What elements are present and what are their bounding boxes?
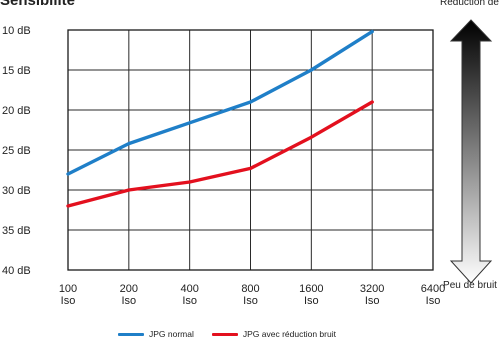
y-tick-label: 15 dB [2, 65, 31, 77]
legend-label-jpg-normal: JPG normal [149, 329, 194, 339]
x-tick-label: 200 Iso [120, 283, 138, 307]
x-tick-label: 400 Iso [180, 283, 198, 307]
x-tick-label: 1600 Iso [299, 283, 323, 307]
legend-swatch-jpg-normal [118, 332, 144, 336]
legend-label-jpg-noise-reduction: JPG avec réduction bruit [242, 329, 336, 339]
y-tick-label: 25 dB [2, 145, 31, 157]
chart-grid [67, 29, 434, 271]
x-tick-label: 3200 Iso [360, 283, 384, 307]
noise-scale-arrow-icon [449, 19, 493, 284]
x-axis-ticks: 100 Iso 200 Iso 400 Iso 800 Iso 1600 Iso 3200 Iso 64… [59, 283, 445, 307]
legend-item-jpg-normal: JPG normal [118, 329, 194, 339]
y-tick-label: 35 dB [2, 225, 31, 237]
chart-legend: JPG normal JPG avec réduction bruit [118, 329, 336, 339]
chart-series [66, 29, 374, 208]
y-tick-label: 10 dB [2, 25, 31, 37]
plot-frame [67, 29, 434, 271]
legend-swatch-jpg-noise-reduction [211, 332, 238, 336]
series-line-jpg-noise-reduction [66, 100, 374, 208]
x-tick-label: 100 Iso [59, 283, 77, 307]
y-tick-label: 20 dB [2, 105, 31, 117]
chart-title: Sensibilité [0, 0, 76, 9]
y-tick-label: 40 dB [2, 265, 31, 277]
legend-item-jpg-noise-reduction: JPG avec réduction bruit [211, 329, 336, 339]
y-axis-ticks: 10 dB 15 dB 20 dB 25 dB 30 dB 35 dB 40 dB [2, 25, 31, 277]
x-tick-label: 6400 Iso [421, 283, 445, 307]
scale-top-label: Réduction de bruit [440, 0, 500, 8]
scale-bottom-label: Peu de bruit [443, 280, 497, 291]
y-tick-label: 30 dB [2, 185, 31, 197]
x-tick-label: 800 Iso [241, 283, 259, 307]
series-line-jpg-normal [66, 29, 374, 176]
